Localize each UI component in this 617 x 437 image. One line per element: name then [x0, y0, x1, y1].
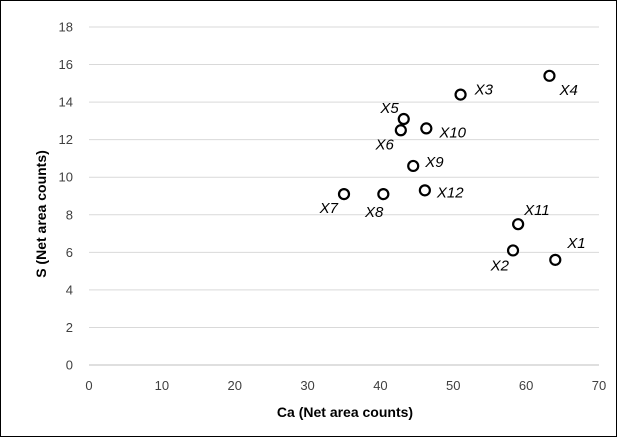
x-tick-label: 40	[373, 378, 387, 393]
point-label: X2	[490, 257, 510, 274]
data-point	[337, 188, 351, 201]
data-points	[337, 69, 562, 266]
y-tick-label: 14	[59, 95, 73, 110]
data-point	[397, 112, 410, 126]
y-tick-label: 0	[66, 358, 73, 373]
y-tick-label: 2	[66, 320, 73, 335]
point-labels: X1 X2 X3 X4 X5 X6 X7 X8 X9 X10 X11 X12	[319, 82, 586, 275]
x-axis-ticks: 0 10 20 30 40 50 60 70	[85, 378, 606, 393]
x-axis-title: Ca (Net area counts)	[277, 404, 413, 420]
point-label: X4	[558, 82, 577, 99]
gridlines	[89, 26, 599, 328]
x-tick-label: 10	[155, 378, 169, 393]
x-tick-label: 50	[446, 378, 460, 393]
y-tick-label: 12	[59, 132, 73, 147]
data-point	[506, 244, 520, 257]
point-label: X1	[566, 235, 585, 252]
point-label: X6	[374, 136, 394, 153]
x-tick-label: 20	[227, 378, 241, 393]
point-label: X11	[523, 202, 550, 219]
y-tick-label: 10	[59, 170, 73, 185]
y-tick-label: 16	[59, 57, 73, 72]
y-tick-label: 4	[66, 282, 73, 297]
data-point	[512, 218, 525, 231]
data-point	[420, 122, 433, 135]
point-label: X8	[364, 204, 384, 221]
x-tick-label: 30	[300, 378, 314, 393]
data-point	[377, 188, 390, 201]
data-point	[543, 69, 556, 82]
y-tick-label: 18	[59, 20, 73, 35]
y-axis-ticks: 0 2 4 6 8 10 12 14 16 18	[59, 20, 73, 373]
point-label: X12	[436, 184, 464, 201]
data-point	[549, 253, 562, 266]
y-tick-label: 6	[66, 245, 73, 260]
x-tick-label: 70	[592, 378, 606, 393]
point-label: X5	[379, 100, 399, 117]
data-point	[418, 184, 431, 197]
data-point	[407, 159, 420, 173]
x-tick-label: 0	[85, 378, 92, 393]
point-label: X3	[474, 82, 494, 99]
point-label: X7	[319, 200, 339, 217]
data-point	[394, 124, 407, 137]
point-label: X9	[424, 154, 444, 171]
x-tick-label: 60	[519, 378, 533, 393]
data-point	[454, 88, 467, 101]
point-label: X10	[438, 124, 466, 141]
y-axis-title: S (Net area counts)	[33, 150, 49, 278]
y-tick-label: 8	[66, 207, 73, 222]
